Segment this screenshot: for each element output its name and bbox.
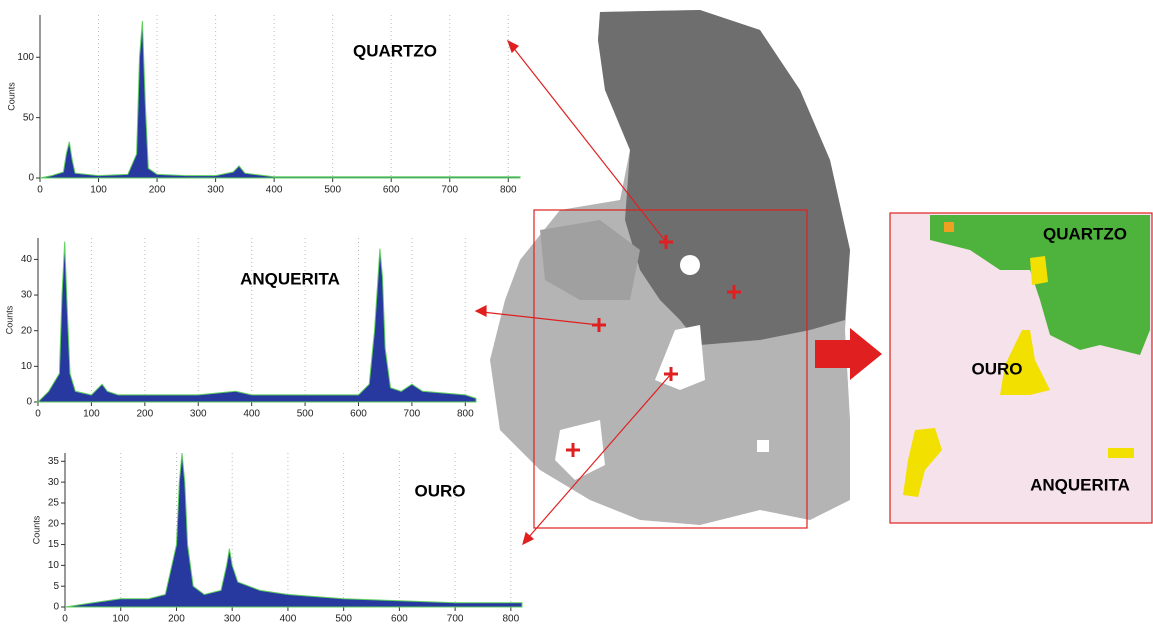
- y-tick-label: 10: [48, 560, 60, 571]
- x-tick-label: 700: [441, 185, 458, 196]
- y-tick-label: 100: [17, 52, 34, 63]
- x-tick-label: 500: [324, 185, 341, 196]
- map-label: ANQUERITA: [1030, 475, 1130, 494]
- x-tick-label: 600: [350, 409, 367, 420]
- phase-label: ANQUERITA: [240, 269, 340, 288]
- x-tick-label: 500: [335, 614, 352, 625]
- x-tick-label: 500: [297, 409, 314, 420]
- x-tick-label: 700: [447, 614, 464, 625]
- y-tick-label: 10: [21, 361, 33, 372]
- y-tick-label: 0: [28, 173, 34, 184]
- x-tick-label: 400: [266, 185, 283, 196]
- figure: QUARTZO ANQUERITA OURO QUARTZO OURO ANQU…: [0, 0, 1153, 628]
- y-tick-label: 25: [48, 498, 60, 509]
- x-tick-label: 300: [224, 614, 241, 625]
- y-axis-label: Counts: [31, 515, 41, 544]
- x-tick-label: 400: [280, 614, 297, 625]
- map-label: OURO: [972, 359, 1023, 378]
- spectrum-area: [65, 453, 522, 607]
- y-tick-label: 15: [48, 539, 60, 550]
- spectrum-area: [38, 242, 476, 402]
- x-tick-label: 300: [207, 185, 224, 196]
- y-tick-label: 30: [48, 477, 60, 488]
- x-tick-label: 200: [168, 614, 185, 625]
- x-tick-label: 100: [112, 614, 129, 625]
- y-tick-label: 5: [53, 581, 59, 592]
- y-axis-label: Counts: [6, 82, 16, 111]
- x-tick-label: 600: [391, 614, 408, 625]
- x-tick-label: 800: [503, 614, 520, 625]
- x-tick-label: 0: [37, 185, 43, 196]
- y-tick-label: 20: [21, 325, 33, 336]
- x-tick-label: 400: [243, 409, 260, 420]
- y-tick-label: 35: [48, 456, 60, 467]
- x-tick-label: 800: [500, 185, 517, 196]
- x-tick-label: 800: [457, 409, 474, 420]
- x-tick-label: 100: [90, 185, 107, 196]
- y-tick-label: 40: [21, 254, 33, 265]
- x-tick-label: 300: [190, 409, 207, 420]
- y-tick-label: 0: [26, 397, 32, 408]
- x-tick-label: 200: [136, 409, 153, 420]
- x-tick-label: 600: [383, 185, 400, 196]
- x-tick-label: 700: [404, 409, 421, 420]
- y-tick-label: 0: [53, 602, 59, 613]
- x-tick-label: 0: [62, 614, 68, 625]
- y-tick-label: 20: [48, 518, 60, 529]
- y-axis-label: Counts: [4, 305, 14, 334]
- y-tick-label: 30: [21, 290, 33, 301]
- phase-label: OURO: [415, 481, 466, 500]
- x-tick-label: 100: [83, 409, 100, 420]
- y-tick-label: 50: [23, 112, 35, 123]
- map-label: QUARTZO: [1043, 224, 1127, 243]
- x-tick-label: 200: [149, 185, 166, 196]
- spectrum-area: [40, 21, 520, 178]
- phase-label: QUARTZO: [353, 41, 437, 60]
- x-tick-label: 0: [35, 409, 41, 420]
